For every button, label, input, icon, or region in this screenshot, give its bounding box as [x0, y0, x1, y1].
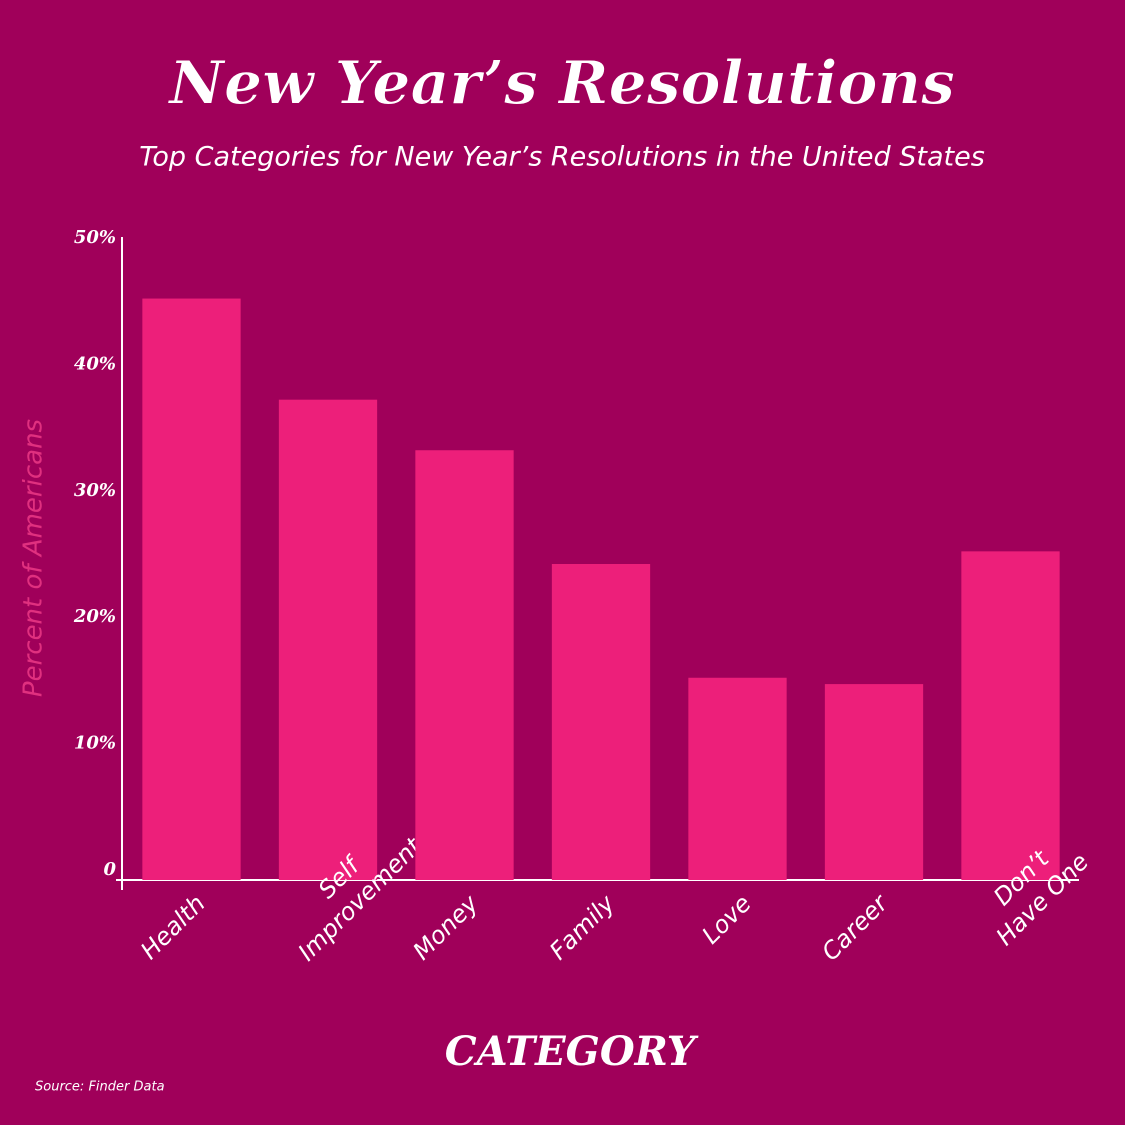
- y-tick-label: 0: [103, 859, 116, 880]
- bar: [551, 564, 651, 880]
- source-note: Source: Finder Data: [35, 1080, 165, 1095]
- bar: [278, 399, 378, 880]
- chart-title: New Year’s Resolutions: [167, 49, 955, 119]
- y-tick-label: 40%: [74, 353, 116, 374]
- bar: [142, 298, 241, 880]
- bar: [688, 677, 787, 880]
- y-tick-label: 10%: [74, 733, 116, 754]
- bar: [415, 450, 514, 880]
- y-tick-label: 30%: [74, 480, 116, 501]
- y-tick-label: 50%: [74, 227, 116, 248]
- x-axis-label: CATEGORY: [445, 1028, 699, 1075]
- chart-subtitle: Top Categories for New Year’s Resolution…: [139, 142, 985, 173]
- bar: [824, 684, 924, 880]
- y-tick-label: 20%: [73, 606, 116, 627]
- y-axis-label: Percent of Americans: [19, 419, 49, 697]
- bar: [961, 551, 1060, 880]
